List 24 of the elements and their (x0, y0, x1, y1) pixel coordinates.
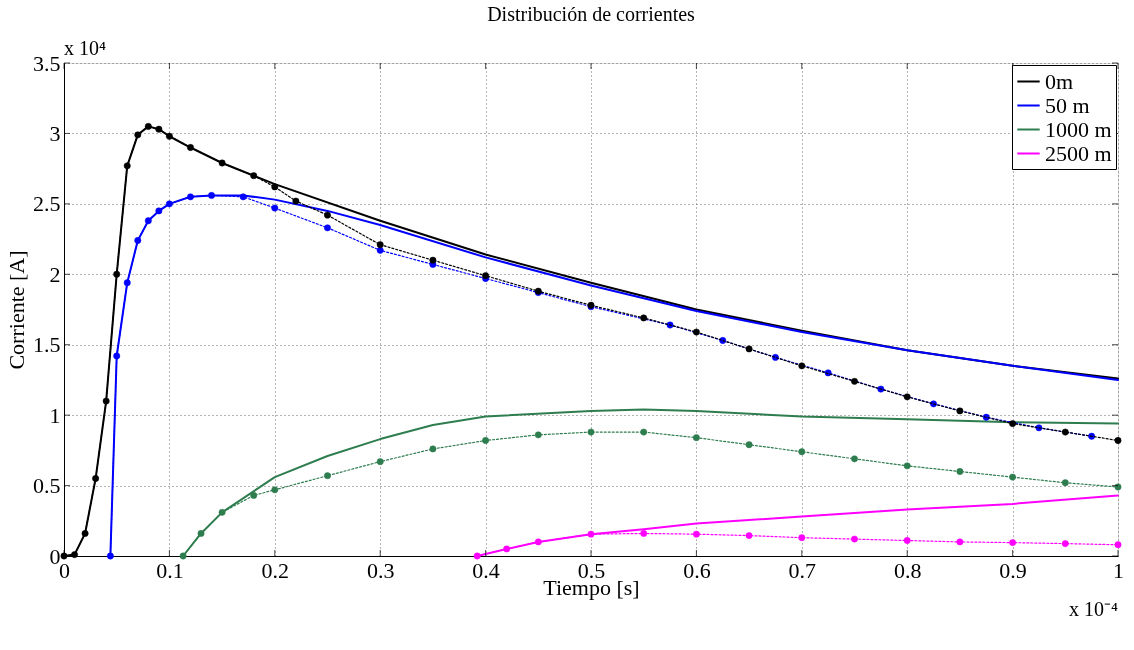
x-tick-label: 0.2 (261, 557, 290, 583)
text: x 10⁻⁴ (1069, 598, 1119, 620)
x-tick-label: 0.1 (156, 557, 184, 583)
y-tick-label: 3 (49, 120, 61, 146)
y-tick-label: 3.5 (33, 50, 61, 76)
x-tick-label: 0.6 (683, 557, 711, 583)
x-tick-label: 0.9 (999, 557, 1027, 583)
legend-label: 1000 m (1045, 116, 1112, 142)
x-tick-label: 0.4 (472, 557, 500, 583)
y-tick-label: 2 (49, 261, 61, 287)
x-tick-label: 0.8 (893, 557, 922, 583)
text: x 10⁴ (64, 37, 106, 59)
y-tick-label: 2.5 (33, 191, 61, 217)
legend-label: 0m (1045, 68, 1074, 94)
y-tick-label: 0.5 (33, 473, 61, 499)
legend-label: 50 m (1045, 92, 1090, 118)
chart-title: Distribución de corrientes (487, 3, 696, 25)
x-tick-label: 0.3 (366, 557, 395, 583)
x-tick-label: 1 (1113, 557, 1124, 583)
y-tick-label: 1 (49, 402, 61, 428)
x-tick-label: 0.7 (788, 557, 817, 583)
legend-label: 2500 m (1045, 140, 1112, 166)
y-axis-title: Corriente [A] (4, 250, 29, 370)
y-tick-label: 1.5 (33, 332, 61, 358)
